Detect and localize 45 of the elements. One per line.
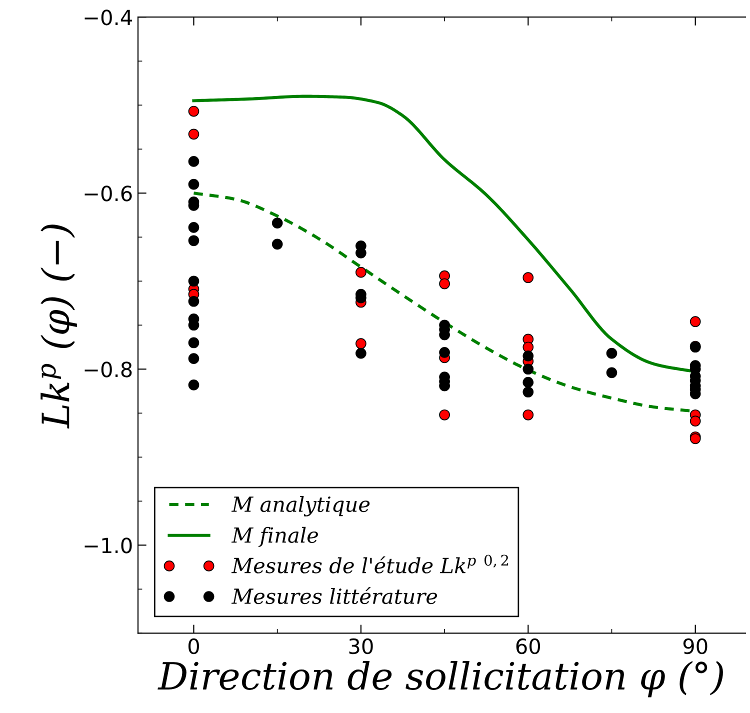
point — [188, 380, 200, 390]
point — [356, 348, 366, 359]
y-tick-label: −0.6 — [84, 186, 132, 202]
point — [522, 364, 534, 375]
legend-label: M analytique — [231, 496, 370, 516]
point — [356, 248, 366, 258]
point — [522, 386, 534, 398]
point — [356, 338, 366, 350]
legend-label: Mesures littérature — [231, 587, 438, 604]
y-axis-title: Lk$^{p}$ (φ) (−) — [40, 224, 77, 429]
point — [522, 376, 534, 388]
point — [188, 235, 200, 246]
point — [690, 416, 701, 426]
point — [522, 272, 534, 284]
x-tick-label: 0 — [188, 638, 199, 654]
point — [522, 342, 534, 353]
point — [606, 348, 618, 359]
x-tick-label: 30 — [349, 638, 373, 654]
y-tick-label: −0.4 — [84, 10, 132, 26]
point — [439, 409, 450, 420]
point — [690, 316, 701, 328]
x-tick-label: 90 — [683, 638, 708, 654]
point — [188, 222, 200, 233]
point — [439, 278, 450, 290]
point — [272, 218, 283, 228]
y-tick-label: −1.0 — [84, 538, 132, 554]
point — [188, 156, 200, 167]
point — [188, 128, 200, 140]
point — [272, 238, 283, 250]
point — [188, 276, 200, 287]
legend-label: Mesures de l'étude Lk$^{p 0,2}$ — [231, 554, 508, 574]
point — [188, 353, 200, 364]
point — [188, 337, 200, 348]
point — [188, 178, 200, 190]
legend-label: M finale — [231, 526, 318, 547]
point — [188, 106, 200, 117]
y-tick-label: −0.8 — [84, 362, 132, 378]
point — [606, 367, 618, 378]
point — [188, 296, 200, 307]
point — [439, 346, 450, 358]
x-axis-title: Direction de sollicitation φ (°) — [158, 660, 723, 698]
point — [356, 266, 366, 278]
point — [522, 350, 534, 362]
point — [522, 409, 534, 420]
x-tick-label: 60 — [516, 638, 540, 654]
